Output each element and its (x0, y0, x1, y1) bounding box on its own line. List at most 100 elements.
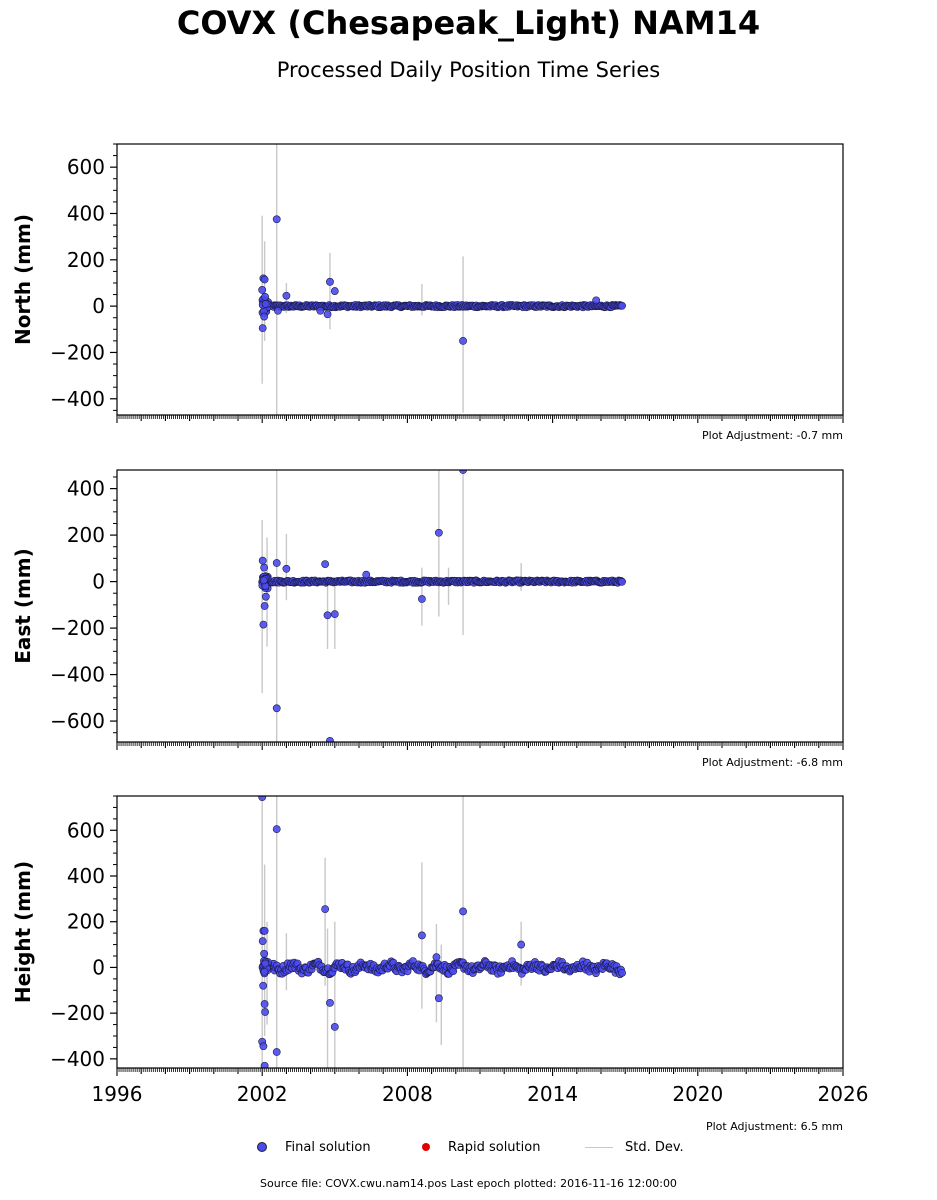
y-tick-label: 200 (67, 248, 105, 272)
footer-source: Source file: COVX.cwu.nam14.pos Last epo… (260, 1177, 677, 1190)
outlier-point (323, 611, 332, 620)
outlier-point (517, 940, 526, 949)
outlier-point (321, 905, 330, 914)
final-point (618, 968, 626, 977)
outlier-point (459, 907, 467, 916)
y-tick-label: 200 (67, 910, 105, 934)
final-point (261, 300, 270, 308)
outlier-point (323, 310, 332, 319)
outlier-point (272, 825, 281, 834)
legend-std: Std. Dev. (585, 1137, 684, 1157)
outlier-point (282, 564, 291, 573)
y-tick-label: 400 (67, 201, 105, 225)
outlier-point (321, 560, 330, 569)
outlier-point (330, 287, 339, 295)
outlier-point (272, 559, 281, 567)
plot-adjustment-label: Plot Adjustment: 6.5 mm (706, 1120, 843, 1133)
y-axis-label: Height (mm) (11, 861, 35, 1003)
y-tick-label: −200 (50, 340, 105, 364)
plot-adjustment-label: Plot Adjustment: -6.8 mm (702, 756, 843, 769)
x-tick-label: 2014 (527, 1082, 578, 1106)
y-tick-label: 600 (67, 818, 105, 842)
y-tick-label: −400 (50, 663, 105, 687)
y-tick-label: −200 (50, 1001, 105, 1025)
std-line-icon (585, 1146, 613, 1148)
y-tick-label: 0 (92, 955, 105, 979)
final-marker-icon (257, 1142, 267, 1152)
outlier-point (261, 592, 270, 601)
outlier-point (316, 306, 325, 315)
legend-final-label: Final solution (285, 1139, 371, 1155)
outlier-point (272, 215, 281, 224)
y-tick-label: 0 (92, 294, 105, 318)
plot-frame (116, 469, 844, 743)
outlier-point (434, 528, 443, 537)
rapid-marker-icon (422, 1143, 430, 1151)
outlier-point (261, 1008, 270, 1016)
outlier-point (459, 470, 467, 474)
chart-subtitle: Processed Daily Position Time Series (276, 58, 661, 82)
outlier-point (272, 704, 281, 713)
outlier-point (459, 336, 467, 345)
legend-rapid: Rapid solution (422, 1137, 540, 1157)
x-tick-label: 2020 (672, 1082, 723, 1106)
y-tick-label: 200 (67, 523, 105, 547)
outlier-point (260, 949, 269, 958)
outlier-point (272, 1048, 281, 1056)
y-tick-label: −400 (50, 387, 105, 411)
outlier-point (258, 937, 267, 946)
y-tick-label: −600 (50, 709, 105, 733)
final-point (261, 959, 270, 968)
outlier-point (418, 595, 426, 603)
outlier-point (260, 602, 269, 610)
legend-final: Final solution (257, 1137, 371, 1157)
outlier-point (592, 296, 601, 305)
outlier-point (274, 306, 282, 315)
plot-frame (116, 795, 844, 1069)
outlier-point (259, 620, 268, 629)
outlier-point (258, 556, 267, 565)
outlier-point (362, 570, 371, 579)
y-tick-label: 400 (67, 864, 105, 888)
outlier-point (259, 981, 268, 990)
final-point (260, 967, 269, 976)
plot-adjustment-label: Plot Adjustment: -0.7 mm (702, 429, 843, 442)
outlier-point (330, 610, 339, 619)
x-tick-label: 2026 (818, 1082, 869, 1106)
x-tick-label: 1996 (92, 1082, 143, 1106)
y-tick-label: 600 (67, 155, 105, 179)
chart-title: COVX (Chesapeak_Light) NAM14 (176, 4, 761, 42)
outlier-point (326, 277, 334, 286)
x-tick-label: 2002 (237, 1082, 288, 1106)
outlier-point (260, 312, 269, 321)
outlier-point (258, 286, 267, 294)
final-point (259, 576, 268, 585)
outlier-point (418, 931, 426, 940)
outlier-point (330, 1022, 339, 1031)
final-point (618, 301, 626, 310)
y-tick-label: −200 (50, 616, 105, 640)
legend-std-label: Std. Dev. (625, 1139, 684, 1155)
legend: Final solution Rapid solution Std. Dev. (0, 1137, 937, 1157)
legend-rapid-label: Rapid solution (448, 1139, 541, 1155)
outlier-point (432, 953, 441, 962)
x-tick-label: 2008 (382, 1082, 433, 1106)
outlier-point (258, 324, 267, 333)
y-tick-label: 0 (92, 570, 105, 594)
y-tick-label: −400 (50, 1047, 105, 1071)
outlier-point (258, 796, 267, 802)
outlier-point (261, 292, 270, 301)
outlier-point (260, 1061, 269, 1068)
y-axis-label: East (mm) (11, 548, 35, 664)
outlier-point (326, 736, 334, 742)
y-tick-label: 400 (67, 477, 105, 501)
outlier-point (259, 1042, 268, 1051)
final-point (618, 577, 626, 586)
outlier-point (260, 926, 269, 935)
outlier-point (326, 998, 334, 1007)
outlier-point (260, 563, 269, 572)
outlier-point (260, 275, 269, 284)
y-axis-label: North (mm) (11, 214, 35, 345)
plot-frame (116, 143, 844, 416)
